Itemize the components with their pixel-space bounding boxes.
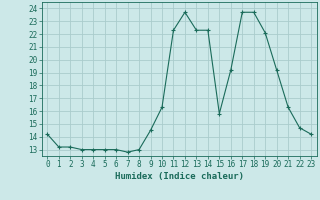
X-axis label: Humidex (Indice chaleur): Humidex (Indice chaleur) — [115, 172, 244, 181]
